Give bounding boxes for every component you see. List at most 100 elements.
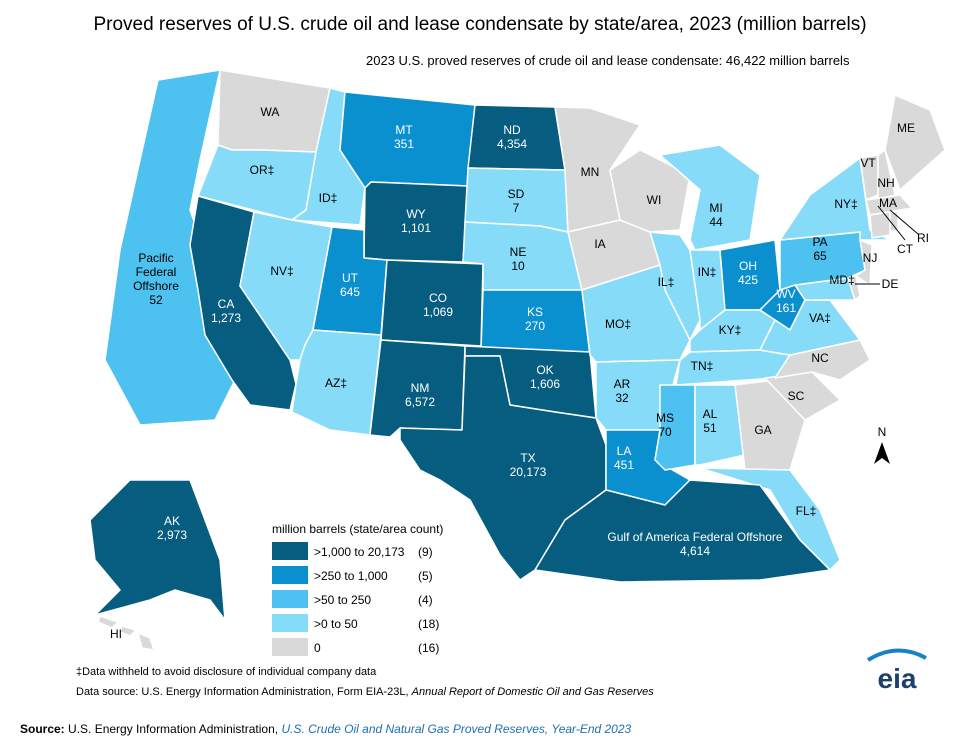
label-MN: MN	[581, 165, 600, 179]
legend-label: >0 to 50	[314, 617, 358, 631]
label-NC: NC	[811, 351, 829, 365]
region-CT[interactable]	[869, 211, 891, 239]
legend-item: >0 to 50 (18)	[272, 612, 482, 636]
region-DE[interactable]	[847, 275, 861, 301]
label-GA: GA	[754, 423, 771, 437]
region-TX[interactable]	[399, 355, 607, 581]
region-HI[interactable]	[97, 615, 155, 651]
label-HI: HI	[110, 627, 122, 641]
label-GOM: Gulf of America Federal Offshore 4,614	[607, 530, 783, 558]
footnote: ‡Data withheld to avoid disclosure of in…	[76, 666, 377, 678]
region-MA[interactable]	[865, 194, 913, 216]
label-OK: OK 1,606	[530, 363, 560, 391]
label-ID: ID‡	[319, 191, 338, 205]
region-AK[interactable]	[89, 479, 226, 621]
label-UT: UT 645	[340, 271, 360, 299]
legend-label: >1,000 to 20,173	[314, 545, 405, 559]
label-KS: KS 270	[525, 305, 545, 333]
eia-logo: eia	[866, 648, 927, 694]
label-TX: TX 20,173	[510, 451, 547, 479]
legend-swatch	[272, 614, 308, 632]
label-AZ: AZ‡	[325, 376, 347, 390]
label-LA: LA 451	[614, 444, 634, 472]
legend: million barrels (state/area count) >1,00…	[272, 522, 482, 660]
legend-count: (18)	[418, 617, 440, 631]
region-RI[interactable]	[889, 211, 899, 233]
legend-count: (16)	[418, 641, 440, 655]
label-CO: CO 1,069	[423, 291, 453, 319]
label-IN: IN‡	[698, 265, 717, 279]
svg-text:eia: eia	[878, 663, 917, 694]
legend-label: >250 to 1,000	[314, 569, 388, 583]
label-NY: NY‡	[834, 197, 857, 211]
svg-text:N: N	[878, 425, 887, 439]
region-AL[interactable]	[694, 384, 746, 466]
legend-label: 0	[314, 641, 321, 655]
legend-swatch	[272, 638, 308, 656]
label-MS: MS 70	[656, 411, 674, 439]
legend-count: (4)	[418, 593, 433, 607]
label-FL: FL‡	[796, 504, 817, 518]
label-WY: WY 1,101	[401, 207, 431, 235]
label-MD: MD‡	[829, 273, 854, 287]
leader-lines	[855, 205, 919, 285]
source-link[interactable]: U.S. Crude Oil and Natural Gas Proved Re…	[281, 722, 632, 736]
label-MA: MA	[879, 196, 897, 210]
label-IL: IL‡	[658, 275, 675, 289]
region-MI[interactable]	[659, 144, 761, 251]
region-ME[interactable]	[884, 94, 946, 191]
chart-subtitle: 2023 U.S. proved reserves of crude oil a…	[366, 53, 850, 68]
legend-swatch	[272, 590, 308, 608]
legend-title: million barrels (state/area count)	[272, 522, 444, 536]
label-DE: DE	[882, 277, 899, 291]
label-NM: NM 6,572	[405, 381, 435, 409]
legend-count: (5)	[418, 569, 433, 583]
label-OR: OR‡	[250, 163, 275, 177]
label-AK: AK 2,973	[157, 514, 187, 542]
label-NE: NE 10	[510, 245, 527, 273]
legend-swatch	[272, 566, 308, 584]
label-CT: CT	[897, 242, 914, 256]
region-GOM[interactable]	[534, 479, 831, 583]
legend-count: (9)	[418, 545, 433, 559]
label-SD: SD 7	[508, 187, 525, 215]
label-VT: VT	[860, 156, 876, 170]
chart-title: Proved reserves of U.S. crude oil and le…	[93, 14, 867, 35]
region-IL[interactable]	[649, 231, 701, 341]
label-VA: VA‡	[809, 311, 831, 325]
label-OH: OH 425	[738, 259, 758, 287]
label-PAC: Pacific Federal Offshore 52	[133, 251, 179, 307]
legend-item: >250 to 1,000 (5)	[272, 564, 482, 588]
label-ME: ME	[897, 121, 915, 135]
legend-item: >1,000 to 20,173 (9)	[272, 540, 482, 564]
label-AR: AR 32	[614, 377, 631, 405]
label-KY: KY‡	[719, 323, 742, 337]
label-CA: CA 1,273	[211, 297, 241, 325]
legend-item: >50 to 250 (4)	[272, 588, 482, 612]
legend-item: 0 (16)	[272, 636, 482, 660]
region-WI[interactable]	[609, 149, 691, 233]
label-IA: IA	[594, 237, 605, 251]
label-NJ: NJ	[863, 251, 878, 265]
data-source: Data source: U.S. Energy Information Adm…	[76, 686, 654, 698]
label-RI: RI	[917, 231, 929, 245]
label-AL: AL 51	[703, 407, 718, 435]
label-MI: MI 44	[709, 201, 723, 229]
region-NJ[interactable]	[855, 239, 873, 286]
label-ND: ND 4,354	[497, 123, 527, 151]
label-MT: MT 351	[394, 123, 414, 151]
label-PA: PA 65	[812, 235, 827, 263]
label-TN: TN‡	[691, 359, 714, 373]
label-NV: NV‡	[270, 264, 293, 278]
north-arrow-icon: N	[874, 425, 890, 464]
label-NH: NH	[877, 176, 894, 190]
label-WI: WI	[647, 193, 662, 207]
label-SC: SC	[788, 389, 805, 403]
label-WA: WA	[261, 105, 280, 119]
legend-swatch	[272, 542, 308, 560]
label-MO: MO‡	[605, 317, 631, 331]
legend-label: >50 to 250	[314, 593, 372, 607]
source-line: Source: U.S. Energy Information Administ…	[20, 722, 632, 736]
label-WV: WV 161	[776, 287, 796, 315]
